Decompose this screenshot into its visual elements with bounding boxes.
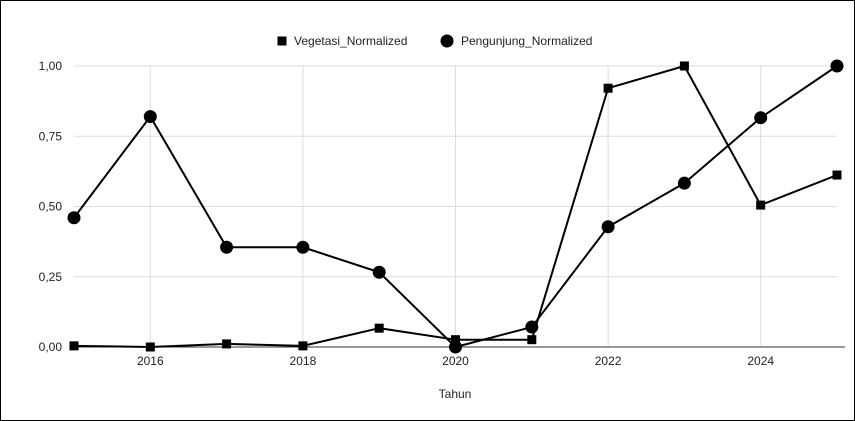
data-point-circle xyxy=(143,110,157,124)
legend-circle-icon xyxy=(440,34,454,48)
legend-label: Pengunjung_Normalized xyxy=(461,34,592,48)
data-point-square xyxy=(222,339,232,349)
y-tick-label: 0,25 xyxy=(39,270,63,284)
data-point-circle xyxy=(754,111,768,125)
data-point-circle xyxy=(449,340,462,354)
grid xyxy=(74,65,837,347)
x-axis-title: Tahun xyxy=(439,387,472,401)
data-point-square xyxy=(832,170,842,180)
x-tick-label: 2018 xyxy=(290,354,317,368)
y-tick-label: 0,50 xyxy=(39,200,63,214)
data-point-square xyxy=(374,323,384,333)
legend-label: Vegetasi_Normalized xyxy=(294,34,407,48)
data-point-square xyxy=(679,61,689,71)
series-layer xyxy=(67,59,844,354)
legend-square-icon xyxy=(277,36,287,46)
axes: 0,00 0,25 0,50 0,75 1,00 2016 2018 2020 2022 2024 xyxy=(39,59,845,368)
legend: Vegetasi_Normalized Pengunjung_Normalized xyxy=(277,34,592,48)
data-point-square xyxy=(603,83,613,93)
series-Pengunjung_Normalized xyxy=(67,59,844,354)
x-tick-label: 2022 xyxy=(595,354,622,368)
legend-item: Pengunjung_Normalized xyxy=(440,34,592,48)
data-point-square xyxy=(69,341,79,351)
data-point-square xyxy=(756,200,766,210)
data-point-square xyxy=(145,342,155,352)
data-point-circle xyxy=(67,211,81,225)
series-Vegetasi_Normalized xyxy=(69,61,842,352)
data-point-circle xyxy=(677,176,691,190)
data-point-circle xyxy=(220,240,234,254)
data-point-square xyxy=(527,335,537,345)
x-tick-label: 2024 xyxy=(747,354,774,368)
data-point-circle xyxy=(372,265,386,279)
data-point-circle xyxy=(525,320,539,334)
data-point-circle xyxy=(830,59,844,73)
y-tick-label: 0,00 xyxy=(39,340,63,354)
y-tick-label: 0,75 xyxy=(39,129,63,143)
data-point-square xyxy=(298,341,308,351)
data-point-square xyxy=(451,335,460,345)
data-point-circle xyxy=(601,220,615,234)
data-point-circle xyxy=(296,240,310,254)
x-tick-label: 2020 xyxy=(442,354,469,368)
x-tick-label: 2016 xyxy=(137,354,164,368)
y-tick-label: 1,00 xyxy=(39,59,63,73)
legend-item: Vegetasi_Normalized xyxy=(277,34,407,48)
